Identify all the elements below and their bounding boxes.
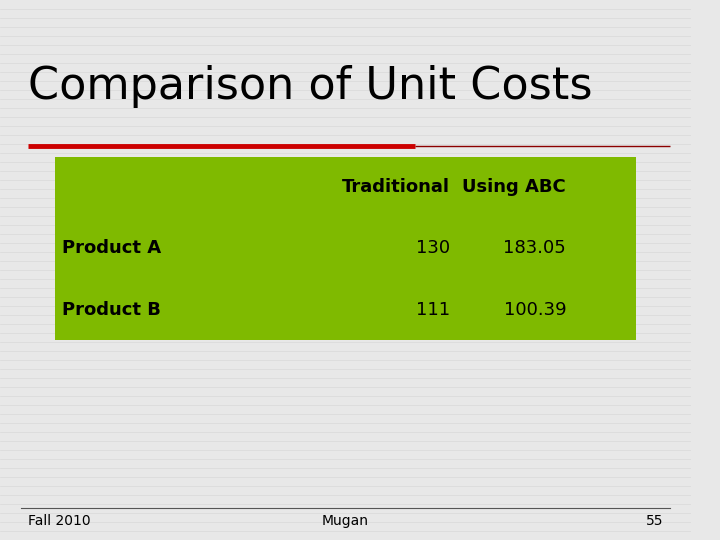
Text: 55: 55 (646, 514, 664, 528)
Text: Product A: Product A (62, 239, 161, 258)
Text: Product B: Product B (62, 301, 161, 319)
Text: Mugan: Mugan (322, 514, 369, 528)
Text: 130: 130 (416, 239, 450, 258)
Text: Using ABC: Using ABC (462, 178, 566, 196)
Text: Fall 2010: Fall 2010 (27, 514, 90, 528)
FancyBboxPatch shape (55, 157, 636, 340)
Text: Comparison of Unit Costs: Comparison of Unit Costs (27, 65, 592, 108)
Text: 111: 111 (416, 301, 450, 319)
Text: Traditional: Traditional (342, 178, 450, 196)
Text: 183.05: 183.05 (503, 239, 566, 258)
Text: 100.39: 100.39 (503, 301, 566, 319)
